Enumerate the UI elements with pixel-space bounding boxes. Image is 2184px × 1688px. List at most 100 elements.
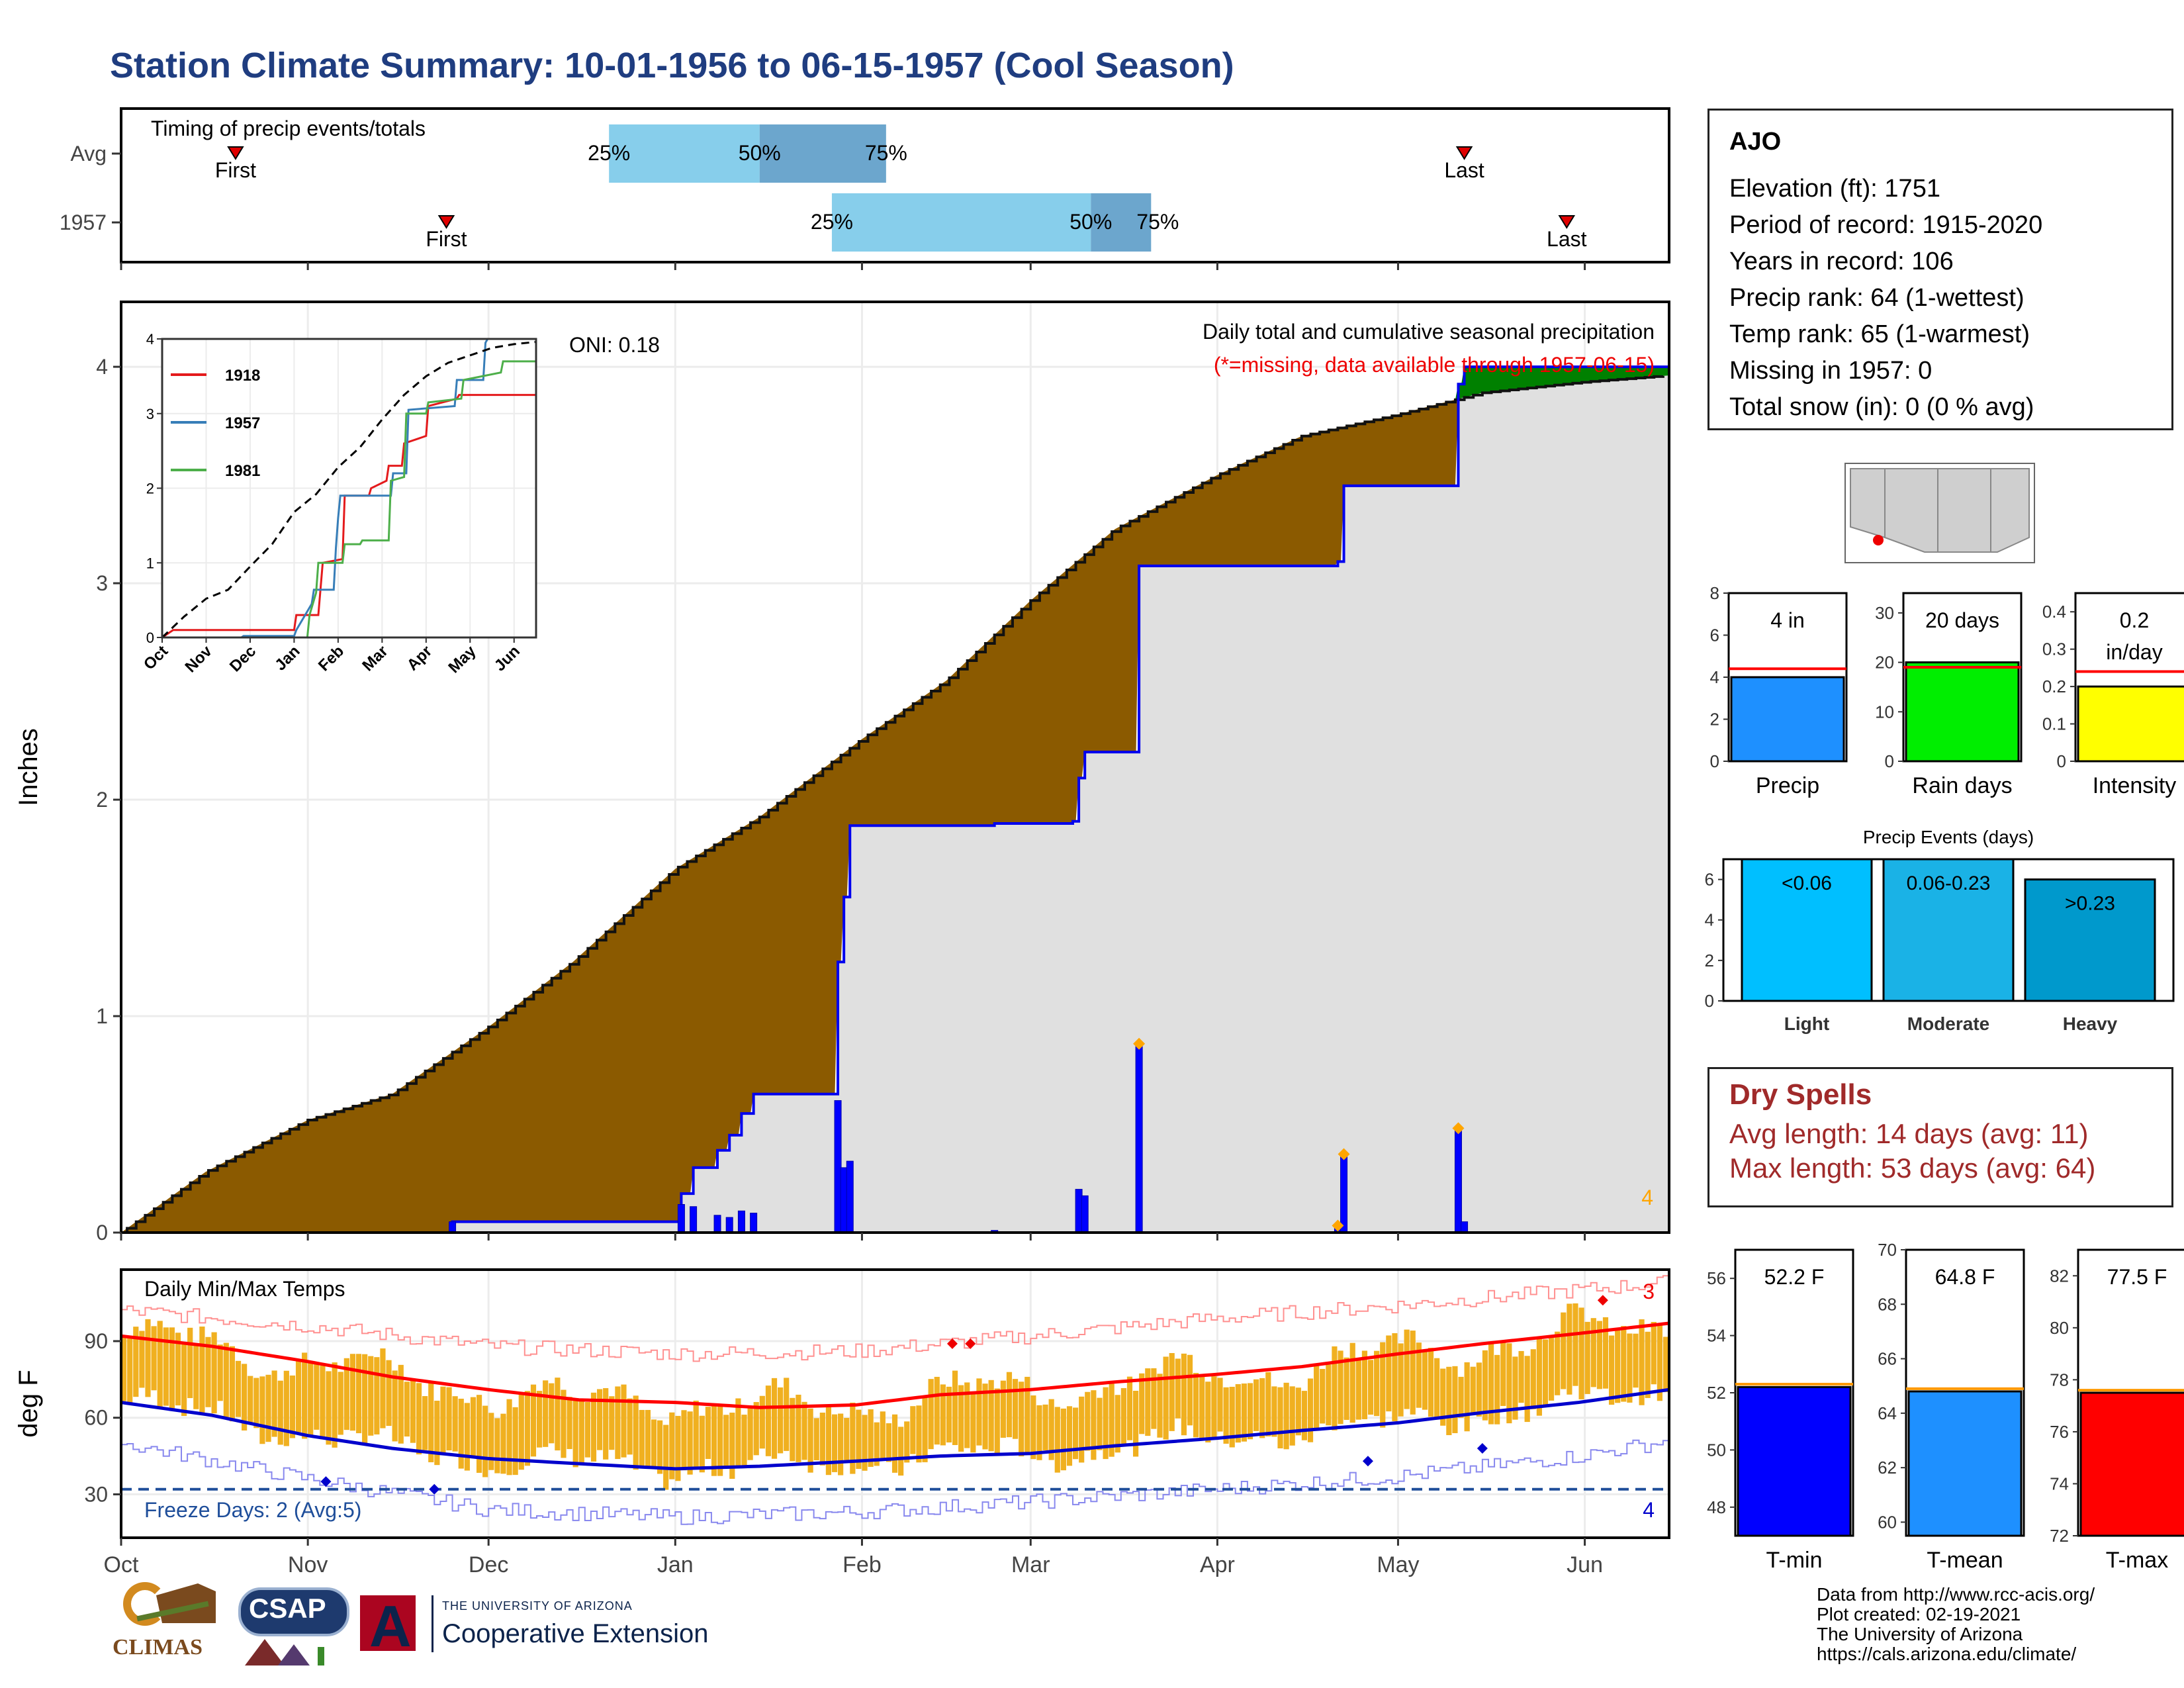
temp-daily-bar [940, 1384, 946, 1446]
mini-precip-name-label: Precip [1756, 773, 1819, 798]
temp-daily-bar [362, 1354, 368, 1444]
temp-daily-bar [1410, 1331, 1416, 1415]
temp-daily-bar [639, 1409, 645, 1468]
temp-daily-bar [1283, 1382, 1289, 1450]
temp-daily-bar [326, 1371, 332, 1445]
timing-label-75: 75% [865, 141, 907, 165]
temp-daily-bar [380, 1348, 386, 1429]
temp-daily-bar [1205, 1382, 1211, 1443]
precip-extreme-marker [1332, 1219, 1344, 1232]
temp-daily-bar [422, 1396, 428, 1450]
temp-daily-bar [1048, 1399, 1054, 1460]
temp-daily-bar [338, 1372, 343, 1435]
temp-daily-bar [374, 1357, 380, 1434]
timing-label-50: 50% [739, 141, 781, 165]
temp-daily-bar [235, 1360, 242, 1417]
temp-record-low-marker [1477, 1443, 1488, 1454]
mini-temp-ytick-label: 68 [1878, 1294, 1897, 1314]
inset-legend-label-1957: 1957 [225, 414, 260, 432]
mini-temp-ytick-label: 52 [1707, 1383, 1726, 1403]
temp-ytick-label: 30 [84, 1482, 108, 1506]
temp-xtick-label-dec: Dec [469, 1552, 508, 1577]
temp-daily-bar [175, 1333, 181, 1406]
temp-daily-bar [765, 1385, 772, 1456]
temp-daily-bar [1030, 1395, 1036, 1460]
temp-daily-bar [1072, 1407, 1079, 1460]
temp-daily-bar [1000, 1380, 1006, 1438]
temp-daily-bar [1542, 1339, 1549, 1405]
temp-daily-bar [1120, 1387, 1126, 1445]
temp-count-top: 3 [1643, 1280, 1655, 1303]
inset-ytick-label: 1 [146, 555, 154, 571]
mini-precip-ytick-label: 6 [1710, 626, 1719, 645]
timing-row-label: Avg [70, 142, 107, 165]
temp-daily-bar [1476, 1362, 1482, 1417]
temp-daily-bar [386, 1360, 392, 1427]
temp-daily-bar [121, 1336, 127, 1401]
station-snow: Total snow (in): 0 (0 % avg) [1729, 393, 2034, 421]
temp-daily-bar [1019, 1382, 1024, 1457]
temp-avg-max-line [120, 1321, 1670, 1409]
mini-temp-ytick-label: 80 [2050, 1318, 2069, 1338]
temp-ylabel: deg F [14, 1370, 43, 1437]
csap-logo: CSAP [232, 1583, 351, 1671]
events-category-label: Heavy [2063, 1013, 2118, 1034]
temp-daily-bar [1470, 1366, 1476, 1415]
timing-bar-50-75 [759, 124, 886, 183]
temp-daily-bar [368, 1356, 374, 1436]
temp-daily-bar [1229, 1386, 1235, 1448]
temp-daily-bar [1518, 1350, 1524, 1403]
temp-daily-bar [1627, 1333, 1633, 1403]
mini-precip-value-label-2: in/day [2106, 640, 2162, 664]
temp-daily-bar [561, 1389, 567, 1458]
temp-daily-bar [891, 1414, 898, 1473]
temp-daily-bar [711, 1403, 717, 1476]
mini-precip-ytick-label: 0 [1885, 751, 1894, 771]
temp-daily-bar [157, 1321, 163, 1407]
mini-temp-value-label: 52.2 F [1764, 1265, 1825, 1289]
temp-daily-bar [723, 1415, 729, 1469]
temp-daily-bar [567, 1397, 572, 1450]
temp-xtick-label-feb: Feb [842, 1552, 882, 1577]
mini-temp-ytick-label: 76 [2050, 1422, 2069, 1442]
temp-daily-bar [410, 1380, 416, 1443]
temp-freeze-label: Freeze Days: 2 (Avg:5) [144, 1498, 361, 1522]
temp-daily-bar [555, 1378, 561, 1451]
temp-daily-bar [139, 1331, 145, 1388]
mini-temp-ytick-label: 48 [1707, 1497, 1726, 1517]
temp-daily-bar [687, 1411, 693, 1475]
temp-daily-bar [404, 1382, 410, 1437]
temp-daily-bar [1398, 1343, 1404, 1417]
temp-daily-bar [1512, 1356, 1518, 1420]
temp-daily-bar [1500, 1341, 1506, 1406]
temp-daily-bar [784, 1378, 790, 1451]
temp-daily-bar [145, 1319, 151, 1397]
temp-daily-bar [964, 1382, 970, 1448]
timing-label-first: First [426, 227, 467, 251]
mini-precip-ytick-label: 10 [1875, 702, 1894, 722]
temp-daily-bar [242, 1364, 248, 1431]
temp-daily-bar [1464, 1362, 1470, 1432]
temp-daily-bar [428, 1382, 434, 1462]
temp-daily-bar [283, 1370, 289, 1446]
temp-daily-bar [1530, 1349, 1536, 1409]
temp-daily-bar [181, 1342, 187, 1417]
temp-daily-bar [1367, 1360, 1374, 1415]
precip-daily-bar [834, 1100, 842, 1233]
mini-precip-ytick-label: 8 [1710, 583, 1719, 603]
temp-xtick-label-apr: Apr [1200, 1552, 1235, 1577]
temp-xtick-label-oct: Oct [104, 1552, 139, 1577]
temp-daily-bar [1085, 1391, 1091, 1451]
temp-daily-bar [163, 1327, 169, 1406]
temp-daily-bar [1181, 1353, 1187, 1436]
temp-daily-bar [1446, 1366, 1452, 1436]
mini-temp-ytick-label: 54 [1707, 1326, 1726, 1346]
credit-created: Plot created: 02-19-2021 [1817, 1604, 2021, 1624]
temp-daily-bar [609, 1396, 615, 1450]
mini-precip-value-label: 0.2 [2120, 608, 2149, 632]
temp-daily-bar [259, 1376, 265, 1444]
inset-ytick-label: 2 [146, 481, 154, 497]
temp-daily-bar [512, 1407, 518, 1476]
events-bar-moderate [1882, 858, 2015, 1002]
events-bar-light [1741, 858, 1873, 1002]
